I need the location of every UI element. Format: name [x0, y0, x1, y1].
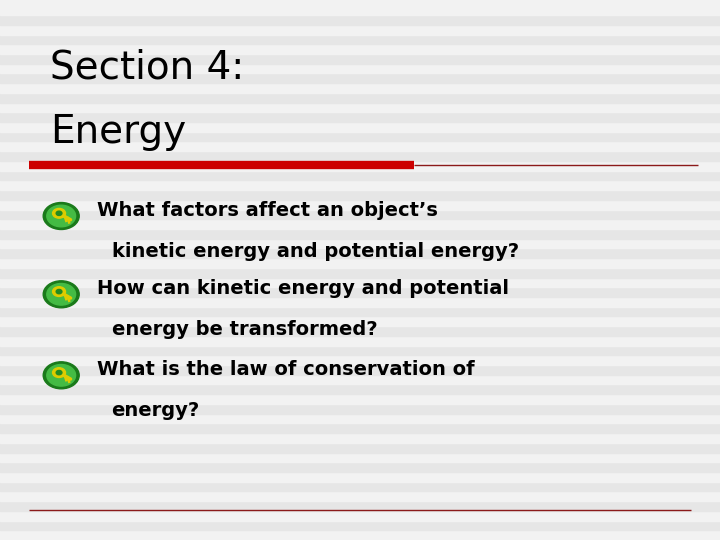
Bar [0, 239, 720, 248]
Bar [0, 83, 720, 93]
Circle shape [43, 281, 79, 308]
Text: energy?: energy? [112, 401, 200, 420]
Bar [0, 219, 720, 229]
Circle shape [53, 368, 66, 377]
Circle shape [56, 211, 62, 215]
Bar [0, 307, 720, 316]
Bar [0, 365, 720, 375]
Bar [0, 326, 720, 336]
Bar [0, 44, 720, 54]
Bar [0, 346, 720, 355]
Circle shape [47, 205, 76, 227]
Bar [0, 423, 720, 433]
Bar [0, 433, 720, 443]
Bar [0, 414, 720, 423]
Bar [0, 491, 720, 501]
Bar [0, 151, 720, 161]
Bar [0, 229, 720, 239]
Bar [0, 297, 720, 307]
Circle shape [43, 202, 79, 230]
Bar [0, 316, 720, 326]
Bar [0, 501, 720, 511]
Bar [0, 161, 720, 171]
Circle shape [53, 208, 66, 218]
Bar [0, 287, 720, 297]
Bar [0, 103, 720, 112]
Text: What is the law of conservation of: What is the law of conservation of [97, 360, 474, 380]
Bar [0, 54, 720, 64]
Bar [0, 268, 720, 278]
Bar [0, 171, 720, 180]
Bar [0, 278, 720, 287]
Bar [0, 180, 720, 190]
Circle shape [56, 289, 62, 294]
Bar [0, 64, 720, 73]
Bar [0, 73, 720, 83]
Text: Energy: Energy [50, 113, 186, 151]
Bar [0, 521, 720, 530]
Bar [0, 404, 720, 414]
Bar [0, 5, 720, 15]
Bar [0, 112, 720, 122]
Bar [0, 384, 720, 394]
Bar [0, 248, 720, 258]
Bar [0, 122, 720, 132]
Bar [0, 210, 720, 219]
Bar [0, 200, 720, 210]
Circle shape [47, 364, 76, 386]
Text: How can kinetic energy and potential: How can kinetic energy and potential [97, 279, 509, 299]
Bar [0, 93, 720, 103]
Bar [0, 530, 720, 540]
Bar [0, 453, 720, 462]
Bar [0, 375, 720, 384]
Text: What factors affect an object’s: What factors affect an object’s [97, 201, 438, 220]
Bar [0, 355, 720, 365]
Bar [0, 25, 720, 35]
Bar [0, 35, 720, 44]
Circle shape [47, 284, 76, 305]
Text: energy be transformed?: energy be transformed? [112, 320, 377, 339]
Bar [0, 511, 720, 521]
Bar [0, 443, 720, 453]
Circle shape [56, 370, 62, 375]
Bar [0, 472, 720, 482]
Bar [0, 132, 720, 141]
Text: Section 4:: Section 4: [50, 49, 245, 86]
Bar [0, 394, 720, 404]
Bar [0, 462, 720, 472]
Circle shape [43, 362, 79, 389]
Text: kinetic energy and potential energy?: kinetic energy and potential energy? [112, 241, 518, 261]
Bar [0, 336, 720, 346]
Circle shape [53, 287, 66, 296]
Bar [0, 258, 720, 268]
Bar [0, 190, 720, 200]
Bar [0, 15, 720, 25]
Bar [0, 482, 720, 491]
Bar [0, 141, 720, 151]
